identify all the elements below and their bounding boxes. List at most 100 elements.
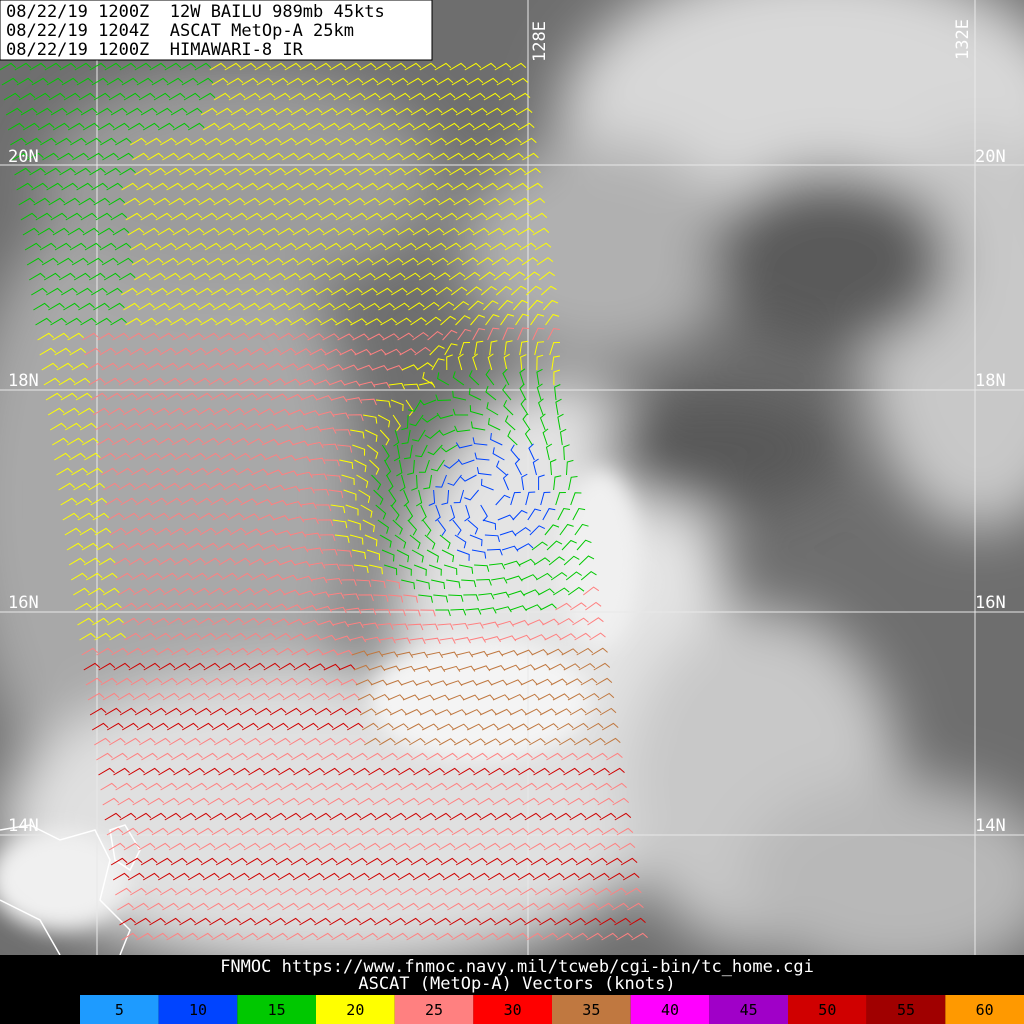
wind-barb <box>303 92 321 101</box>
wind-barb <box>316 827 334 836</box>
wind-barb <box>82 227 100 236</box>
wind-barb <box>324 459 340 467</box>
wind-barb <box>150 392 168 401</box>
wind-barb <box>612 797 630 806</box>
wind-barb <box>180 602 197 611</box>
wind-barb <box>305 317 322 326</box>
wind-barb <box>511 182 528 191</box>
wind-barb <box>225 602 242 611</box>
wind-barb <box>233 767 250 776</box>
wind-barb <box>242 513 260 521</box>
wind-barb <box>105 392 123 401</box>
wind-barb <box>368 665 386 672</box>
wind-barb <box>168 302 185 311</box>
wind-barb <box>277 227 295 236</box>
wind-barb <box>167 617 184 626</box>
wind-barb <box>124 632 141 641</box>
wind-barb <box>554 708 572 716</box>
wind-barb <box>481 932 498 941</box>
wind-barb <box>317 411 335 418</box>
wind-barb <box>601 722 619 731</box>
wind-barb <box>620 857 638 866</box>
wind-barb <box>307 333 325 341</box>
wind-barb <box>559 428 567 446</box>
wind-barb <box>237 902 254 911</box>
wind-barb <box>405 504 414 522</box>
wind-barb <box>445 680 463 687</box>
wind-barb <box>259 737 276 746</box>
wind-barb <box>39 347 57 356</box>
wind-barb <box>77 617 94 626</box>
wind-barb <box>436 182 453 191</box>
wind-barb <box>205 677 223 686</box>
wind-barb <box>248 767 265 776</box>
wind-barb <box>48 197 66 206</box>
wind-barb <box>625 887 642 896</box>
wind-barb <box>554 917 571 926</box>
wind-barb <box>497 514 515 521</box>
wind-barb <box>464 812 482 821</box>
wind-barb <box>475 782 492 791</box>
wind-barb <box>528 842 546 851</box>
wind-barb <box>483 300 499 311</box>
wind-barb <box>502 327 515 341</box>
wind-barb <box>122 407 140 416</box>
wind-barb <box>443 665 461 672</box>
wind-barb <box>567 797 585 806</box>
wind-barb <box>254 917 271 926</box>
wind-barb <box>492 902 509 911</box>
wind-barb <box>233 557 251 566</box>
wind-barb <box>541 932 558 941</box>
wind-barb <box>407 459 415 475</box>
wind-barb <box>140 317 157 326</box>
wind-barb <box>37 227 55 236</box>
wind-barb <box>526 723 544 731</box>
wind-barb <box>344 167 361 176</box>
wind-barb <box>88 587 105 596</box>
wind-barb <box>123 842 141 851</box>
wind-barb <box>84 452 101 461</box>
wind-barb <box>499 530 517 537</box>
wind-barb <box>88 482 105 491</box>
wind-barb <box>250 573 268 581</box>
wind-barb <box>224 917 241 926</box>
wind-barb <box>531 752 548 761</box>
wind-barb <box>103 587 120 596</box>
wind-barb <box>426 549 439 563</box>
wind-barb <box>208 482 225 491</box>
wind-barb <box>428 767 445 776</box>
wind-barb <box>560 857 578 866</box>
wind-barb <box>219 242 237 251</box>
wind-barb <box>200 212 218 221</box>
wind-barb <box>460 680 478 686</box>
wind-barb <box>317 519 334 527</box>
wind-barb <box>565 678 583 686</box>
wind-barb <box>177 692 195 701</box>
wind-barb <box>432 152 449 161</box>
wind-barb <box>130 137 147 146</box>
wind-barb <box>122 512 140 521</box>
wind-barb <box>3 92 21 101</box>
wind-barb <box>232 872 250 881</box>
wind-barb <box>529 737 546 746</box>
wind-barb <box>527 508 542 521</box>
wind-barb <box>322 872 340 881</box>
wind-barb <box>528 443 535 461</box>
wind-barb <box>235 572 253 581</box>
wind-barb <box>426 752 443 761</box>
wind-barb <box>109 737 126 746</box>
wind-barb <box>20 107 38 116</box>
wind-barb <box>179 62 197 71</box>
wind-barb <box>313 488 330 496</box>
wind-barb <box>99 242 117 251</box>
wind-barb <box>578 555 595 566</box>
wind-barb <box>71 257 89 266</box>
wind-barb <box>222 797 240 806</box>
legend-swatch <box>945 995 1024 1024</box>
wind-barb <box>175 137 192 146</box>
wind-barb <box>504 242 522 251</box>
wind-barb <box>307 872 325 881</box>
wind-barb <box>335 857 353 866</box>
wind-barb <box>256 827 274 836</box>
